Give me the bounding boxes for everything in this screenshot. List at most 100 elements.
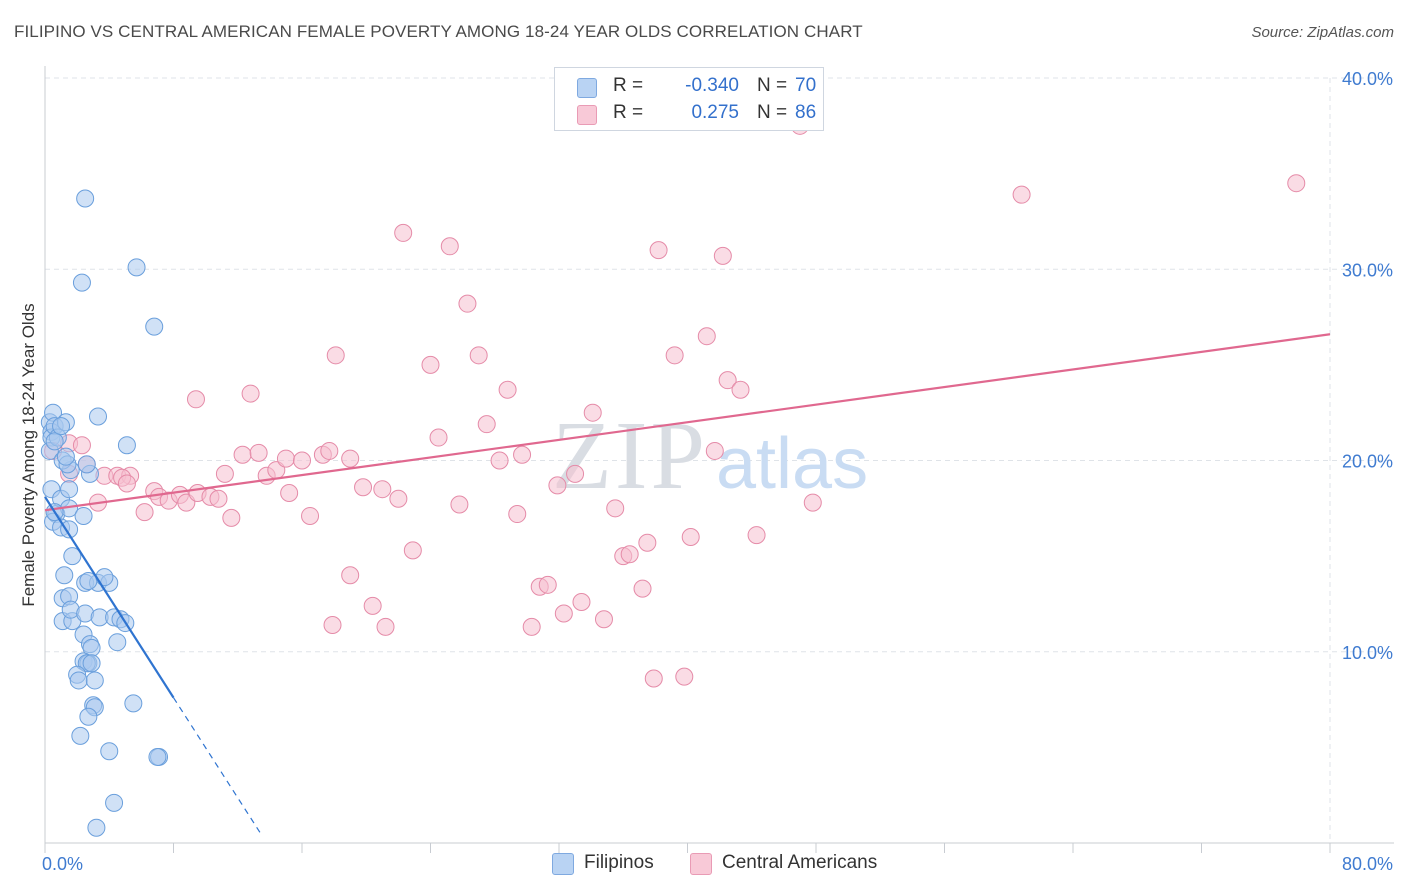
central-americans-point	[222, 508, 241, 527]
central-americans-point	[209, 489, 228, 508]
central-americans-point	[594, 610, 613, 629]
central-americans-point	[389, 489, 408, 508]
central-americans-point	[72, 436, 91, 455]
filipinos-point	[56, 447, 75, 466]
central-americans-point	[249, 443, 268, 462]
filipinos-point	[124, 694, 143, 713]
central-americans-point	[1012, 185, 1031, 204]
central-americans-point	[747, 526, 766, 545]
central-americans-point	[583, 403, 602, 422]
central-americans-point	[522, 617, 541, 636]
central-americans-point	[215, 464, 234, 483]
legend-swatch-filipinos	[577, 78, 597, 98]
y-tick-label: 40.0%	[1342, 69, 1393, 89]
filipinos-point	[69, 671, 88, 690]
central-americans-point	[508, 505, 527, 524]
y-tick-label: 30.0%	[1342, 260, 1393, 280]
x-tick-label: 0.0%	[42, 854, 83, 874]
central-americans-point	[293, 451, 311, 470]
central-americans-point	[341, 566, 360, 585]
central-americans-point	[548, 476, 567, 495]
y-axis-label: Female Poverty Among 18-24 Year Olds	[19, 303, 38, 606]
legend-r-label: R =	[613, 75, 644, 96]
filipinos-point	[79, 707, 98, 726]
filipinos-point	[100, 742, 119, 761]
central-americans-point	[477, 415, 496, 434]
filipinos-point	[71, 726, 90, 745]
filipinos-point	[127, 258, 146, 277]
central-americans-point	[117, 474, 136, 493]
central-americans-point	[644, 669, 663, 688]
central-americans-point	[620, 545, 639, 564]
filipinos-point	[60, 480, 79, 499]
central-americans-point	[376, 617, 395, 636]
central-americans-point	[675, 667, 694, 686]
watermark-atlas: atlas	[716, 424, 868, 504]
legend-n-label: N =	[757, 102, 788, 123]
central-americans-point	[326, 346, 345, 365]
central-americans-point	[1287, 174, 1306, 193]
filipinos-point	[105, 793, 124, 812]
central-americans-point	[731, 380, 750, 399]
central-americans-point	[803, 493, 822, 512]
central-americans-point	[440, 237, 459, 256]
filipinos-point	[89, 407, 108, 426]
filipinos-point	[52, 417, 71, 436]
legend-swatch-central-americans	[577, 105, 597, 125]
central-americans-point	[572, 593, 591, 612]
filipinos-point	[87, 818, 106, 837]
filipinos-points	[40, 189, 169, 837]
filipinos-point	[76, 189, 95, 208]
legend-r-value: -0.340	[685, 75, 739, 96]
filipinos-point	[117, 436, 136, 455]
central-americans-point	[421, 355, 440, 374]
legend-r-value: 0.275	[691, 102, 739, 123]
bottom-legend-label: Central Americans	[722, 852, 878, 873]
filipinos-point	[77, 455, 96, 474]
legend-n-value: 86	[795, 102, 817, 123]
watermark-zip: ZIP	[552, 402, 708, 510]
y-tick-label: 20.0%	[1342, 452, 1393, 472]
central-americans-point	[538, 575, 557, 594]
central-americans-point	[498, 380, 517, 399]
central-americans-point	[429, 428, 448, 447]
filipinos-point	[60, 520, 79, 539]
bottom-legend-label: Filipinos	[584, 852, 654, 873]
central-americans-point	[233, 445, 252, 464]
central-americans-point	[638, 533, 657, 552]
grid-layer	[45, 77, 1394, 843]
legend-r-label: R =	[613, 102, 644, 123]
y-tick-label: 10.0%	[1342, 643, 1393, 663]
legend-n-label: N =	[757, 75, 788, 96]
filipinos-point	[72, 273, 91, 292]
central-americans-point	[276, 449, 295, 468]
central-americans-point	[280, 484, 299, 503]
bottom-legend-swatch-filipinos	[552, 853, 574, 875]
filipinos-point	[63, 547, 82, 566]
filipinos-point	[95, 568, 114, 587]
source-credit: Source: ZipAtlas.com	[1251, 24, 1394, 41]
central-americans-point	[718, 371, 737, 390]
central-americans-point	[394, 223, 413, 242]
central-americans-point	[665, 346, 684, 365]
legend-n-value: 70	[795, 75, 817, 96]
central-americans-point	[354, 478, 373, 497]
central-americans-trend-line	[44, 333, 1331, 512]
central-americans-point	[705, 441, 724, 460]
central-americans-point	[713, 246, 732, 265]
central-americans-point	[363, 596, 382, 615]
central-americans-point	[649, 241, 668, 260]
tick-labels: 10.0% 20.0% 30.0% 40.0% 0.0% 80.0%	[42, 69, 1393, 874]
central-americans-point	[320, 441, 339, 460]
central-americans-point	[323, 615, 342, 634]
filipinos-point	[85, 671, 104, 690]
central-americans-point	[697, 327, 716, 346]
central-americans-point	[458, 294, 477, 313]
central-americans-point	[373, 480, 392, 499]
central-americans-point	[341, 449, 360, 468]
chart-title: FILIPINO VS CENTRAL AMERICAN FEMALE POVE…	[14, 22, 863, 41]
filipinos-point	[145, 317, 164, 336]
central-americans-point	[186, 390, 205, 409]
central-americans-point	[301, 506, 320, 525]
